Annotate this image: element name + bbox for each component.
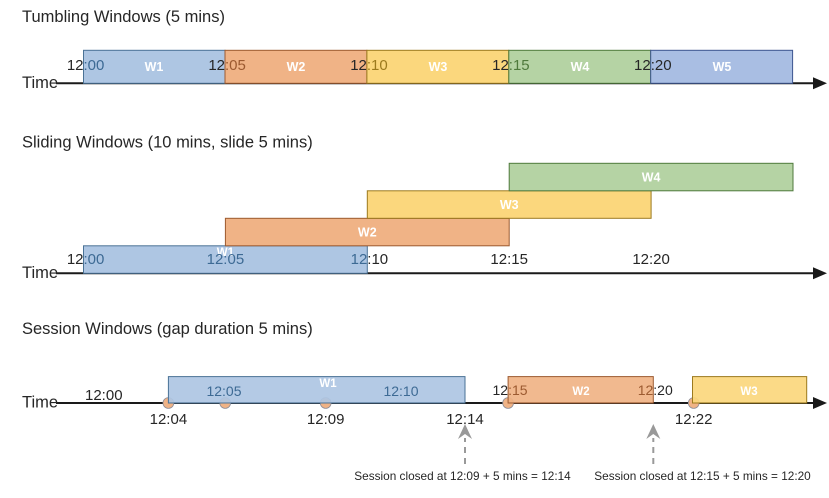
svg-text:Time: Time [22, 74, 58, 92]
svg-text:12: 12 [67, 251, 84, 268]
svg-text:Tumbling Windows (5 mins): Tumbling Windows (5 mins) [22, 8, 225, 26]
svg-text:Time: Time [22, 394, 58, 412]
svg-text:12:05: 12:05 [207, 251, 245, 268]
svg-text:Session closed at 12:15 + 5 mi: Session closed at 12:15 + 5 mins = 12:20 [594, 469, 811, 483]
svg-text::20: :20 [651, 57, 672, 74]
svg-text:Session Windows (gap duration: Session Windows (gap duration 5 mins) [22, 320, 313, 338]
svg-text:Sliding Windows (10 mins, slid: Sliding Windows (10 mins, slide 5 mins) [22, 134, 313, 152]
svg-text:12:20: 12:20 [632, 251, 670, 268]
svg-text:12: 12 [492, 57, 509, 74]
svg-text:W4: W4 [642, 171, 661, 185]
svg-text:12:00: 12:00 [85, 387, 123, 404]
svg-text:W1: W1 [145, 60, 164, 74]
svg-text:12: 12 [638, 382, 654, 398]
svg-text:12: 12 [493, 382, 509, 398]
svg-text:12:05: 12:05 [206, 383, 241, 399]
svg-text:12:09: 12:09 [307, 411, 345, 428]
svg-text:12: 12 [634, 57, 651, 74]
svg-text::05: :05 [225, 57, 246, 74]
svg-text:W2: W2 [572, 386, 589, 398]
svg-text:12: 12 [67, 57, 84, 74]
svg-text:W2: W2 [358, 226, 377, 240]
svg-text:Time: Time [22, 264, 58, 282]
svg-text:W3: W3 [500, 198, 519, 212]
svg-text:12: 12 [350, 57, 367, 74]
svg-text:W4: W4 [571, 60, 590, 74]
svg-text::15: :15 [509, 57, 530, 74]
svg-text:12: 12 [208, 57, 225, 74]
svg-text:Session closed at 12:09 + 5 mi: Session closed at 12:09 + 5 mins = 12:14 [354, 469, 571, 483]
svg-text::20: :20 [653, 382, 673, 398]
svg-text::00: :00 [84, 57, 105, 74]
svg-text:W2: W2 [287, 60, 306, 74]
svg-text:12:04: 12:04 [150, 411, 188, 428]
svg-text::00: :00 [84, 251, 105, 268]
svg-text:12:22: 12:22 [675, 411, 713, 428]
svg-text:12:10: 12:10 [383, 383, 418, 399]
svg-text::10: :10 [367, 251, 388, 268]
svg-text:W3: W3 [740, 386, 757, 398]
svg-text:W1: W1 [319, 378, 337, 390]
svg-text:12: 12 [351, 251, 368, 268]
svg-text::10: :10 [367, 57, 388, 74]
svg-text:W5: W5 [713, 60, 732, 74]
svg-text:12:15: 12:15 [490, 251, 528, 268]
svg-text:W3: W3 [429, 60, 448, 74]
svg-text::15: :15 [508, 382, 528, 398]
